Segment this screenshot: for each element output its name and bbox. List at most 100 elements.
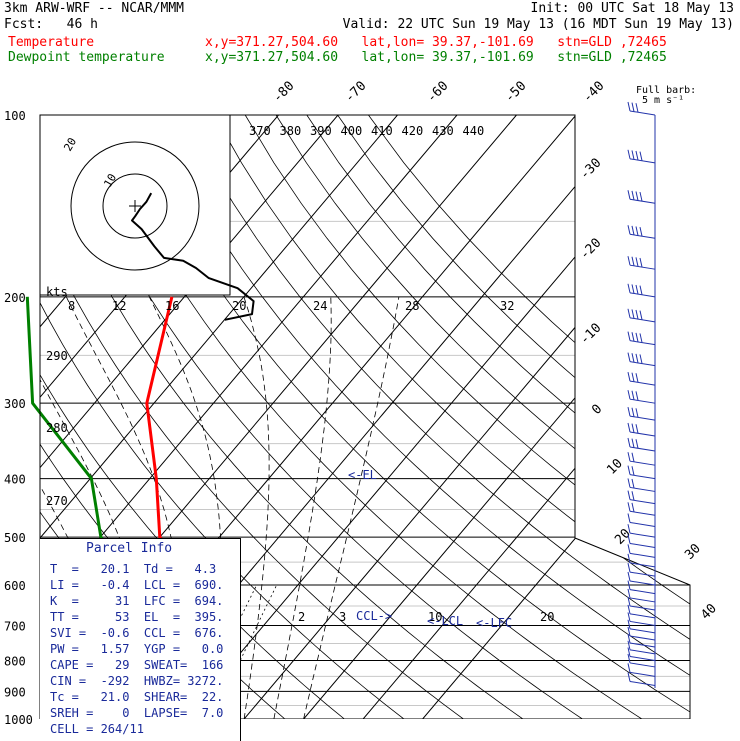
wind-barb-flag	[628, 332, 630, 341]
wind-barb-flag	[632, 103, 634, 112]
pressure-tick-label: 200	[4, 291, 26, 305]
isotherm-label: 0	[589, 402, 605, 418]
wind-barb-flag	[628, 544, 630, 553]
wind-barb-flag	[628, 663, 630, 672]
wind-barb-flag	[628, 563, 630, 572]
wind-barb-shaft	[630, 590, 655, 594]
wind-barb-flag	[636, 391, 638, 400]
thetae-label: 20	[232, 299, 246, 313]
isotherm-label: -50	[502, 79, 529, 106]
wind-barb-flag	[640, 192, 642, 201]
wind-barb-flag	[628, 102, 630, 111]
wind-barb-flag	[632, 424, 634, 433]
wind-barb-shaft	[630, 614, 655, 618]
isotherm-label: 30	[682, 541, 704, 563]
wind-barb-flag	[636, 373, 638, 382]
moist-adiabat	[274, 297, 331, 719]
parcel-row: LI = -0.4 LCL = 690.	[50, 578, 223, 592]
wind-barb-flag	[640, 286, 642, 295]
dry-adiabat	[184, 115, 740, 719]
parcel-row: SVI = -0.6 CCL = 676.	[50, 626, 223, 640]
el-annotation: <-EL	[348, 468, 377, 482]
wind-barb-flag	[628, 284, 630, 293]
wind-barb-shaft	[630, 663, 655, 667]
pressure-tick-label: 1000	[4, 713, 33, 727]
dry-adiabat	[368, 115, 740, 719]
wind-barb-flag	[628, 407, 630, 416]
wind-barb-flag	[632, 479, 634, 488]
wind-barb-flag	[632, 491, 634, 500]
dry-adiabat	[338, 115, 740, 719]
wind-barb-flag	[640, 258, 642, 267]
ccl-annotation: CCL->	[356, 609, 392, 623]
wind-barb-flag	[636, 310, 638, 319]
wind-barb-flag	[636, 226, 638, 235]
wind-barb-flag	[632, 257, 634, 266]
wind-barb-flag	[632, 284, 634, 293]
wind-barb-flag	[640, 311, 642, 320]
model-title: 3km ARW-WRF -- NCAR/MMM	[4, 2, 184, 16]
temperature-location: x,y=371.27,504.60 lat,lon= 39.37,-101.69…	[205, 36, 667, 50]
wind-barb-flag	[632, 503, 634, 512]
wind-barb-flag	[628, 478, 630, 487]
moist-adiabat	[304, 297, 399, 719]
thetae-label: 24	[313, 299, 327, 313]
wind-barb-flag	[628, 353, 630, 362]
isotherm-label: -20	[577, 236, 604, 263]
parcel-row: CAPE = 29 SWEAT= 166	[50, 658, 223, 672]
isotherm-label: 10	[604, 456, 626, 478]
isotherm-label: -30	[577, 156, 604, 183]
wind-barb-flag	[632, 391, 634, 400]
isotherm-label: -60	[424, 79, 451, 106]
isotherm-line	[363, 115, 740, 719]
wind-barb-flag	[632, 453, 634, 462]
wind-barb-shaft	[630, 522, 655, 526]
isotherm-line	[304, 115, 740, 719]
wind-barb-flag	[628, 438, 630, 447]
wind-barb-flag	[632, 332, 634, 341]
wind-barb-shaft	[630, 621, 655, 625]
wind-barb-shaft	[630, 572, 655, 576]
wind-barb-shaft	[630, 581, 655, 585]
wind-barb-flag	[628, 572, 630, 581]
wind-barb-flag	[628, 466, 630, 475]
wind-barb-flag	[628, 372, 630, 381]
pressure-tick-label: 700	[4, 619, 26, 633]
wind-barb-flag	[636, 408, 638, 417]
mixing-ratio-label: 2	[298, 610, 305, 624]
pressure-tick-label: 300	[4, 397, 26, 411]
mixing-ratio-label: 20	[540, 610, 554, 624]
wind-barb-shaft	[630, 681, 655, 685]
wind-barb-flag	[636, 424, 638, 433]
lfc-annotation: <-LFC	[476, 616, 512, 630]
lcl-annotation: <-LCL	[427, 614, 463, 628]
isotherm-label: 20	[612, 526, 634, 548]
wind-barb-flag	[628, 423, 630, 432]
parcel-row: Tc = 21.0 SHEAR= 22.	[50, 690, 223, 704]
thetae-label: 8	[68, 299, 75, 313]
parcel-row: T = 20.1 Td = 4.3	[50, 562, 216, 576]
theta-left-label: 270	[46, 494, 68, 508]
wind-barb-flag	[632, 150, 634, 159]
wind-barb-shaft	[630, 553, 655, 557]
pressure-tick-label: 800	[4, 654, 26, 668]
isotherm-label: -80	[270, 79, 297, 106]
dry-adiabat	[307, 115, 740, 719]
wind-barb-flag	[640, 333, 642, 342]
forecast-hour: Fcst: 46 h	[4, 18, 98, 32]
parcel-info-panel: Parcel Info T = 20.1 Td = 4.3 LI = -0.4 …	[40, 538, 241, 741]
wind-barb-flag	[636, 103, 638, 112]
theta-left-label: 290	[46, 349, 68, 363]
temperature-legend: Temperature	[8, 36, 94, 50]
wind-barb-shaft	[630, 533, 655, 537]
isotherm-line	[423, 115, 740, 719]
wind-barb-flag	[628, 589, 630, 598]
wind-barb-shaft	[630, 606, 655, 610]
dewpoint-location: x,y=371.27,504.60 lat,lon= 39.37,-101.69…	[205, 51, 667, 65]
theta-label: 420	[402, 124, 424, 138]
parcel-row: CIN = -292 HWBZ= 3272.	[50, 674, 223, 688]
isotherm-label: -70	[342, 79, 369, 106]
wind-barb-flag	[628, 672, 630, 681]
wind-barb-flag	[628, 225, 630, 234]
